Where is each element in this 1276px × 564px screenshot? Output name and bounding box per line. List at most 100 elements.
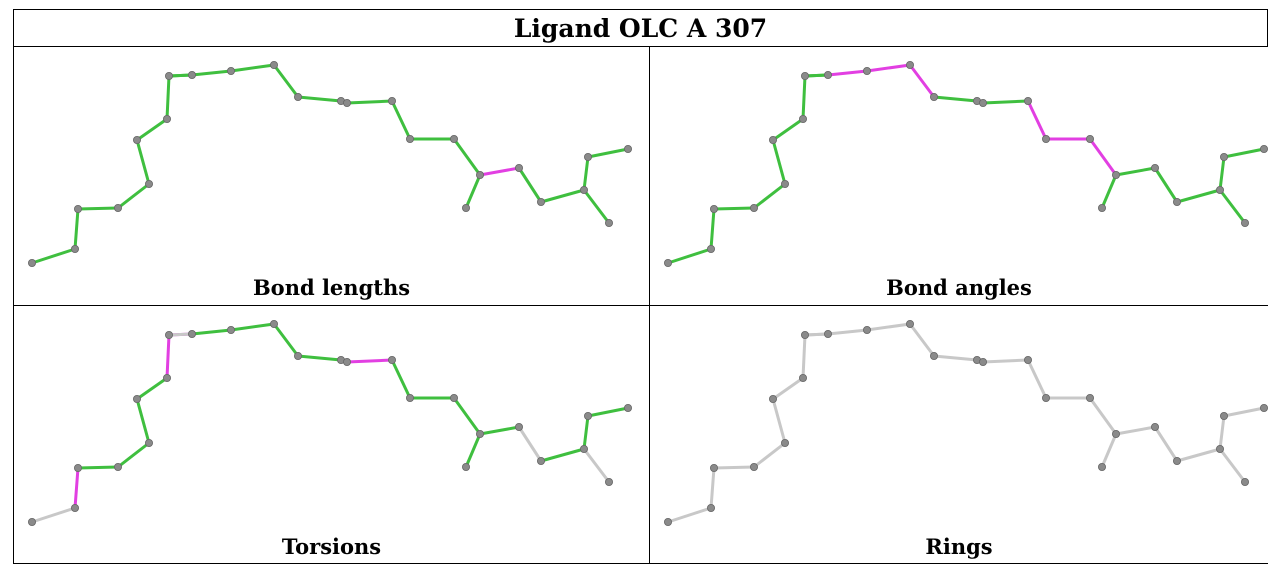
atom (71, 244, 80, 253)
bond (932, 95, 979, 103)
molecule-bond-angles (663, 60, 1269, 267)
atom (1041, 135, 1050, 144)
atom (114, 462, 123, 471)
atom (1220, 412, 1229, 421)
bond (1222, 147, 1266, 159)
bond (666, 506, 713, 524)
panel-caption: Bond angles (886, 275, 1032, 300)
atom (475, 430, 484, 439)
atom (1173, 197, 1182, 206)
atom (905, 60, 914, 69)
bond (582, 447, 611, 484)
bond (165, 74, 171, 121)
bond (712, 206, 756, 211)
atom (133, 136, 142, 145)
atom (769, 136, 778, 145)
bond (73, 466, 80, 510)
bond (1026, 99, 1048, 141)
atom (514, 423, 523, 432)
bond (464, 173, 482, 210)
atom (800, 330, 809, 339)
atom (1023, 356, 1032, 365)
bond (801, 333, 807, 380)
atom (187, 329, 196, 338)
bond (390, 99, 412, 141)
bond (771, 138, 787, 186)
molecule-rings (663, 319, 1269, 526)
bond (586, 147, 630, 159)
bond (135, 138, 151, 186)
atom (269, 319, 278, 328)
atom (293, 93, 302, 102)
atom (449, 394, 458, 403)
atom (780, 438, 789, 447)
bond (116, 182, 151, 210)
atom (862, 66, 871, 75)
bond (30, 247, 77, 265)
bond (1114, 425, 1157, 436)
bond (1153, 425, 1179, 463)
bond (296, 354, 343, 362)
bond (1175, 447, 1222, 463)
atom (269, 60, 278, 69)
bond (908, 322, 936, 358)
atom (74, 204, 83, 213)
bond (73, 207, 80, 251)
bond (539, 188, 586, 204)
bond (345, 358, 394, 364)
atom (929, 93, 938, 102)
atom (710, 463, 719, 472)
atom (1260, 145, 1269, 154)
bond (826, 328, 869, 336)
atom (798, 115, 807, 124)
atom (1241, 477, 1250, 486)
atom (584, 412, 593, 421)
atom (798, 374, 807, 383)
atom (226, 325, 235, 334)
bond (908, 63, 936, 99)
atom (342, 99, 351, 108)
panel-bond-angles: Bond angles (649, 47, 1269, 306)
ligand-title: Ligand OLC A 307 (13, 9, 1268, 47)
atom (605, 218, 614, 227)
bond (464, 432, 482, 469)
bond (1100, 173, 1118, 210)
atom (707, 503, 716, 512)
atom (1097, 203, 1106, 212)
bond (981, 99, 1030, 105)
atom (1216, 185, 1225, 194)
panel-caption: Torsions (281, 534, 382, 559)
atom (710, 204, 719, 213)
atom (71, 503, 80, 512)
molecule-bond-lengths (27, 60, 633, 267)
bond (712, 465, 756, 470)
atom (475, 171, 484, 180)
atom (162, 374, 171, 383)
atom (862, 325, 871, 334)
atom (800, 71, 809, 80)
bond (272, 322, 300, 358)
bond (390, 358, 412, 400)
bond (452, 396, 482, 436)
bond (135, 397, 151, 445)
bond (586, 406, 630, 418)
atom (605, 477, 614, 486)
atom (978, 358, 987, 367)
bond (478, 166, 521, 177)
bond (801, 74, 807, 121)
bond (771, 117, 805, 142)
atom (1111, 430, 1120, 439)
atom (114, 203, 123, 212)
atom (624, 145, 633, 154)
atom (514, 164, 523, 173)
bond (826, 69, 869, 77)
atom (780, 179, 789, 188)
atom (1173, 456, 1182, 465)
atom (769, 395, 778, 404)
atom (405, 135, 414, 144)
bond (272, 63, 300, 99)
atom (342, 358, 351, 367)
panel-torsions: Torsions (13, 306, 649, 564)
bond (190, 328, 233, 336)
atom (27, 258, 36, 267)
